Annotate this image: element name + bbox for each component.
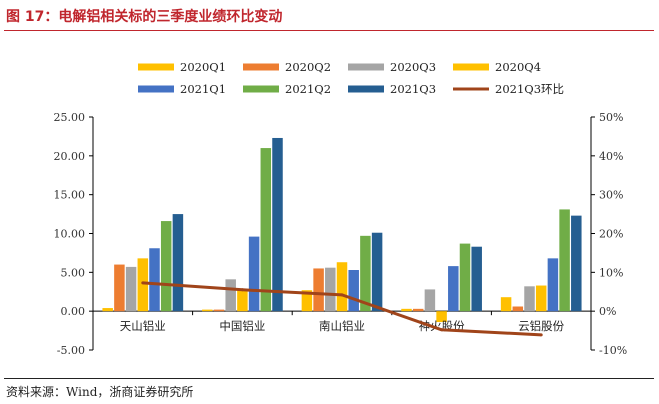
y-left-tick-label: 20.00 — [54, 150, 86, 163]
source-note: 资料来源：Wind，浙商证券研究所 — [6, 385, 194, 399]
legend-label: 2021Q2 — [285, 82, 331, 96]
line-point-4 — [539, 333, 543, 337]
bar-2021Q3-4 — [571, 215, 582, 312]
y-right-tick-label: 10% — [599, 266, 623, 279]
bar-2020Q3-3 — [424, 289, 436, 312]
legend-swatch-2021Q2 — [243, 85, 279, 93]
bar-2020Q4-3 — [436, 311, 447, 323]
bar-2021Q1-1 — [248, 236, 260, 312]
figure-title: 图 17：电解铝相关标的三季度业绩环比变动 — [6, 9, 283, 25]
y-left-tick-label: 15.00 — [54, 189, 86, 202]
y-right-tick-label: -10% — [599, 344, 627, 357]
legend-label: 2020Q1 — [180, 60, 226, 74]
bar-2021Q2-1 — [260, 148, 272, 312]
y-right-tick-label: 40% — [599, 150, 623, 163]
bar-2021Q1-4 — [547, 258, 559, 312]
legend-label: 2020Q2 — [285, 60, 331, 74]
legend-swatch-2020Q1 — [138, 63, 174, 71]
line-point-2 — [340, 293, 344, 297]
legend-swatch-2021Q3 — [348, 85, 384, 93]
y-right-tick-label: 30% — [599, 189, 623, 202]
bar-2020Q3-0 — [125, 266, 137, 312]
bar-2021Q1-3 — [448, 266, 459, 312]
bar-2020Q1-2 — [301, 290, 313, 312]
legend-label: 2020Q3 — [390, 60, 436, 74]
line-point-1 — [240, 288, 244, 292]
bar-2021Q3-1 — [272, 137, 283, 312]
bar-2020Q4-1 — [237, 290, 248, 312]
bar-2021Q3-0 — [172, 214, 184, 312]
legend-label: 2021Q3 — [390, 82, 436, 96]
y-right-tick-label: 0% — [599, 305, 616, 318]
bar-2020Q2-2 — [313, 268, 324, 312]
bar-2020Q2-0 — [114, 264, 125, 312]
source-divider — [4, 378, 654, 379]
line-point-3 — [440, 328, 444, 332]
legend-label: 2020Q4 — [495, 60, 541, 74]
bar-2021Q3-3 — [471, 246, 482, 312]
y-right-tick-label: 50% — [599, 111, 623, 124]
bar-2020Q3-1 — [225, 279, 236, 312]
y-left-tick-label: 0.00 — [61, 305, 86, 318]
title-divider — [4, 30, 654, 31]
x-category-label: 南山铝业 — [319, 319, 365, 333]
legend-swatch-2020Q2 — [243, 63, 279, 71]
bar-2021Q2-0 — [160, 221, 172, 312]
bar-2020Q2-4 — [512, 306, 524, 312]
y-left-tick-label: 5.00 — [61, 266, 86, 279]
y-left-tick-label: 10.00 — [54, 228, 86, 241]
bar-2020Q1-0 — [102, 308, 113, 312]
bar-2021Q2-2 — [360, 235, 371, 312]
bar-2021Q1-0 — [149, 248, 160, 312]
bar-2020Q1-1 — [202, 309, 213, 312]
line-point-0 — [141, 281, 145, 285]
x-category-label: 天山铝业 — [120, 319, 166, 333]
y-left-tick-label: 25.00 — [54, 111, 86, 124]
x-category-label: 中国铝业 — [219, 319, 265, 333]
bar-2021Q3-2 — [371, 232, 383, 312]
y-left-tick-label: -5.00 — [57, 344, 85, 357]
bar-2020Q3-2 — [325, 267, 336, 312]
legend-swatch-2020Q3 — [348, 63, 384, 71]
bar-2020Q2-3 — [412, 308, 424, 312]
legend-label: 2021Q3环比 — [495, 82, 564, 96]
bar-2021Q2-3 — [459, 243, 471, 312]
legend-label: 2021Q1 — [180, 82, 226, 96]
bar-2020Q3-4 — [524, 286, 535, 312]
bar-2021Q1-2 — [348, 270, 359, 312]
y-right-tick-label: 20% — [599, 228, 623, 241]
bar-2020Q1-3 — [401, 308, 412, 312]
legend-swatch-2021Q1 — [138, 85, 174, 93]
legend-swatch-2020Q4 — [453, 63, 489, 71]
bar-2020Q4-4 — [535, 285, 547, 312]
x-category-label: 云铝股份 — [518, 319, 564, 333]
bar-2020Q4-0 — [137, 258, 149, 312]
bar-2021Q2-4 — [559, 209, 570, 312]
bar-2020Q4-2 — [336, 262, 348, 312]
bar-2020Q2-1 — [213, 309, 225, 312]
bar-2020Q1-4 — [500, 297, 512, 312]
